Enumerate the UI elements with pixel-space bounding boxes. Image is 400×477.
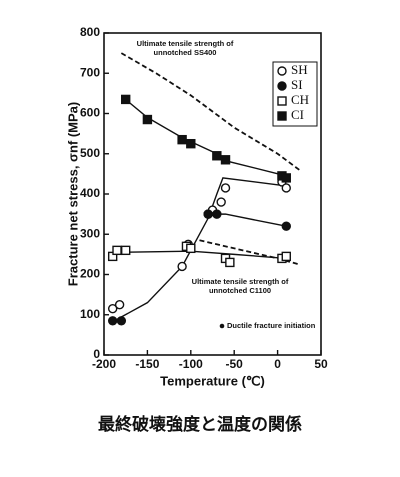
y-tick-label: 300 — [80, 226, 100, 240]
point — [116, 316, 127, 326]
point — [114, 299, 125, 310]
y-tick-label: 100 — [80, 307, 100, 321]
x-tick-label: -150 — [135, 357, 159, 371]
x-tick-label: -200 — [92, 357, 116, 371]
y-tick-label: 0 — [93, 347, 100, 361]
point — [186, 243, 196, 254]
point — [220, 155, 231, 165]
point — [212, 209, 222, 219]
point — [225, 257, 235, 268]
point — [107, 304, 118, 314]
note-marker — [219, 323, 225, 329]
point — [220, 183, 231, 193]
note: Ductile fracture initiation — [227, 321, 316, 330]
point — [281, 173, 291, 183]
y-tick-label: 800 — [80, 25, 100, 39]
point — [186, 138, 196, 149]
caption: 最終破壊強度と温度の関係 — [98, 414, 302, 435]
legend-marker — [277, 111, 287, 121]
point — [107, 316, 118, 326]
point — [281, 251, 291, 262]
point — [120, 94, 131, 105]
legend-label: CH — [291, 92, 309, 107]
fit-line — [122, 96, 287, 177]
point — [120, 245, 131, 256]
legend-label: SH — [291, 62, 308, 77]
point — [177, 261, 187, 272]
x-tick-label: 50 — [314, 357, 328, 371]
y-tick-label: 500 — [80, 146, 100, 160]
point — [112, 245, 122, 256]
legend-label: CI — [291, 107, 304, 122]
legend-label: SI — [291, 77, 303, 92]
reference-line — [120, 52, 300, 171]
x-axis-label: Temperature (℃) — [160, 373, 265, 388]
reference-label: Ultimate tensile strength of unnotched C1… — [192, 277, 289, 295]
y-tick-label: 700 — [80, 65, 100, 79]
legend-marker — [277, 66, 287, 76]
x-tick-label: -50 — [226, 357, 244, 371]
point — [142, 114, 153, 125]
fit-line — [112, 250, 287, 260]
point — [177, 134, 187, 145]
y-tick-label: 400 — [80, 186, 100, 200]
point — [281, 183, 291, 193]
point — [281, 221, 291, 231]
x-tick-label: -100 — [179, 357, 203, 371]
point — [203, 209, 213, 219]
legend-marker — [277, 96, 287, 106]
y-tick-label: 600 — [80, 106, 100, 120]
reference-label: Ultimate tensile strength of unnotched SS… — [137, 39, 234, 57]
point — [212, 151, 222, 161]
x-tick-label: 0 — [274, 357, 281, 371]
legend-marker — [277, 81, 287, 91]
fit-line — [114, 177, 287, 322]
y-axis-label: Fracture net stress, σnf (MPa) — [65, 102, 80, 286]
y-tick-label: 200 — [80, 267, 100, 281]
reference-line — [199, 239, 300, 266]
point — [216, 197, 226, 207]
